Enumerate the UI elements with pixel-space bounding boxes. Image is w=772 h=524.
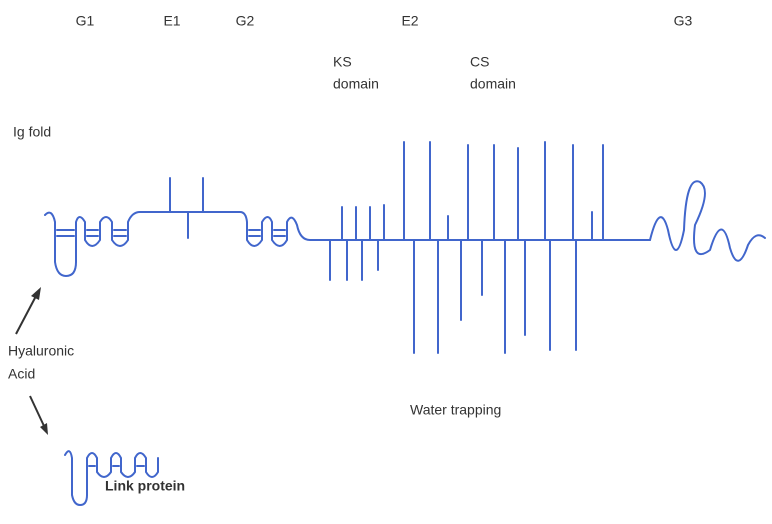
region-label: domain xyxy=(333,76,379,92)
domain-label: E1 xyxy=(163,13,180,29)
hyaluronic-label: Hyaluronic xyxy=(8,343,74,359)
arrows xyxy=(15,287,48,435)
domain-label: G1 xyxy=(76,13,95,29)
link-protein-label: Link protein xyxy=(105,478,185,494)
link-protein xyxy=(64,450,159,506)
domain-label: G3 xyxy=(674,13,693,29)
region-label: KS xyxy=(333,54,352,70)
core-protein xyxy=(44,211,651,277)
glycan-chains xyxy=(56,141,604,354)
g3-globule xyxy=(649,180,766,262)
domain-label: G2 xyxy=(236,13,255,29)
region-label: CS xyxy=(470,54,489,70)
water-trapping-label: Water trapping xyxy=(410,402,501,418)
hyaluronic-label: Acid xyxy=(8,366,35,382)
domain-label: E2 xyxy=(401,13,418,29)
ig-fold-label: Ig fold xyxy=(13,124,51,140)
region-label: domain xyxy=(470,76,516,92)
